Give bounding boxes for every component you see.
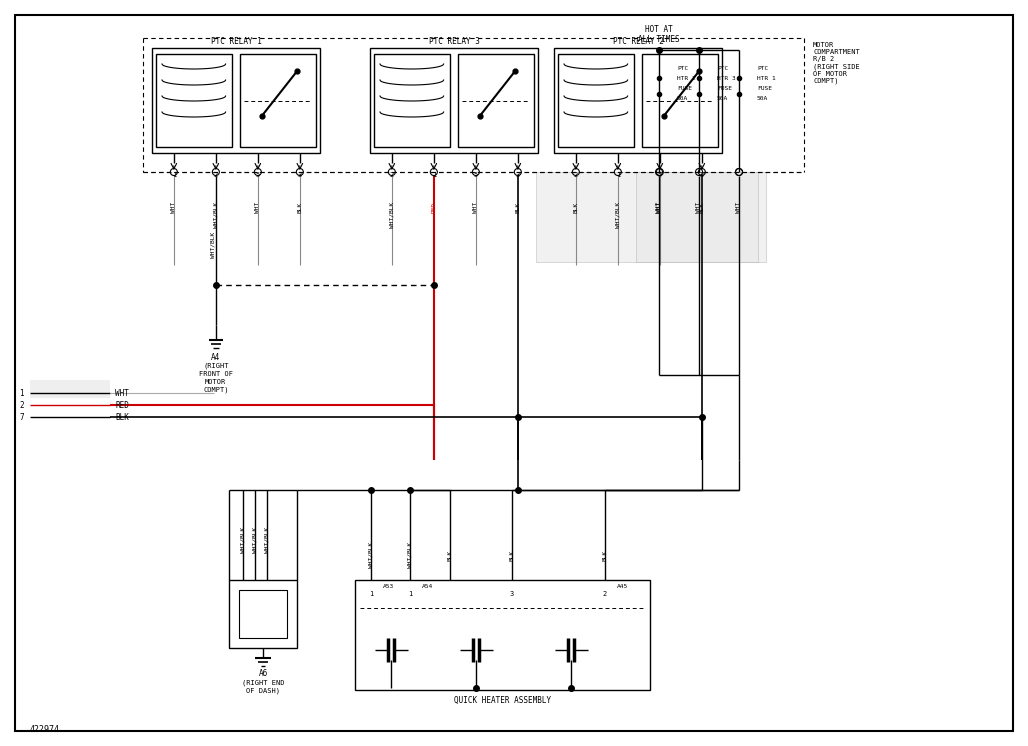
- Text: 1: 1: [369, 591, 373, 597]
- Text: 5: 5: [256, 172, 260, 178]
- Text: (RIGHT: (RIGHT: [204, 363, 228, 369]
- Text: 3: 3: [700, 172, 704, 178]
- Text: 5: 5: [658, 172, 662, 178]
- Text: A54: A54: [423, 583, 433, 589]
- Bar: [558, 54, 633, 147]
- Text: WHT: WHT: [172, 202, 177, 213]
- Text: 3: 3: [516, 172, 520, 178]
- Text: BLK: BLK: [699, 202, 704, 213]
- Text: RED: RED: [432, 202, 436, 213]
- Text: 2: 2: [20, 401, 24, 410]
- Text: 422974: 422974: [30, 726, 60, 735]
- Text: MOTOR
COMPARTMENT
R/B 2
(RIGHT SIDE
OF MOTOR
COMPT): MOTOR COMPARTMENT R/B 2 (RIGHT SIDE OF M…: [813, 42, 859, 84]
- Text: HTR 3: HTR 3: [717, 75, 736, 81]
- Bar: [241, 54, 316, 147]
- Text: FRONT OF: FRONT OF: [198, 371, 232, 377]
- Text: PTC: PTC: [757, 66, 768, 71]
- Text: PTC: PTC: [677, 66, 689, 71]
- Text: 2: 2: [214, 172, 218, 178]
- Text: 1: 1: [616, 172, 620, 178]
- Text: BLK: BLK: [447, 549, 452, 561]
- Text: WHT: WHT: [657, 202, 662, 213]
- Text: WHT: WHT: [736, 202, 741, 213]
- Text: 3: 3: [510, 591, 514, 597]
- Text: 3: 3: [298, 172, 302, 178]
- Bar: [458, 54, 534, 147]
- Text: A45: A45: [617, 583, 628, 589]
- Text: A4: A4: [211, 353, 220, 362]
- Bar: [238, 590, 287, 638]
- Text: WHT: WHT: [473, 202, 478, 213]
- Text: WHT/BLK: WHT/BLK: [390, 202, 395, 228]
- Bar: [370, 48, 538, 153]
- Text: BLK: BLK: [297, 202, 302, 213]
- Text: FUSE: FUSE: [757, 86, 772, 90]
- Bar: [152, 48, 320, 153]
- Text: WHT/BLK: WHT/BLK: [211, 232, 215, 258]
- Text: WHT/BLK: WHT/BLK: [368, 542, 373, 568]
- Text: RED: RED: [115, 401, 128, 410]
- Bar: [536, 172, 766, 262]
- Text: 5: 5: [474, 172, 478, 178]
- Text: A6: A6: [258, 669, 267, 679]
- Text: WHT/BLK: WHT/BLK: [616, 202, 620, 228]
- Text: WHT/BLK: WHT/BLK: [241, 527, 246, 553]
- Text: 2: 2: [390, 172, 394, 178]
- Text: WHT/BLK: WHT/BLK: [407, 542, 412, 568]
- Text: WHT: WHT: [115, 389, 128, 398]
- Text: 7: 7: [20, 413, 24, 421]
- Text: WHT/BLK: WHT/BLK: [264, 527, 269, 553]
- Text: 2: 2: [602, 591, 608, 597]
- Text: COMPT): COMPT): [204, 386, 228, 393]
- Text: HTR 1: HTR 1: [757, 75, 776, 81]
- Bar: [636, 172, 758, 262]
- Text: ALL TIMES: ALL TIMES: [638, 34, 680, 43]
- Text: 1: 1: [408, 591, 412, 597]
- Bar: [554, 48, 722, 153]
- Text: BLK: BLK: [515, 202, 520, 213]
- Text: (RIGHT END: (RIGHT END: [242, 680, 285, 686]
- Text: FUSE: FUSE: [677, 86, 692, 90]
- Text: MOTOR: MOTOR: [206, 379, 226, 385]
- Text: WHT: WHT: [255, 202, 260, 213]
- Text: WHT: WHT: [697, 202, 701, 213]
- Text: WHT/BLK: WHT/BLK: [253, 527, 257, 553]
- Text: FUSE: FUSE: [717, 86, 732, 90]
- Text: WHT: WHT: [657, 202, 661, 213]
- Text: PTC RELAY 2: PTC RELAY 2: [613, 37, 663, 46]
- Text: BLK: BLK: [510, 549, 514, 561]
- Text: PTC RELAY 1: PTC RELAY 1: [211, 37, 261, 46]
- Text: 1: 1: [20, 389, 24, 398]
- Text: HTR 2: HTR 2: [677, 75, 696, 81]
- Text: BLK: BLK: [574, 202, 579, 213]
- Text: 50A: 50A: [717, 95, 728, 101]
- Text: OF DASH): OF DASH): [246, 688, 280, 695]
- Text: PTC RELAY 3: PTC RELAY 3: [429, 37, 479, 46]
- Text: PTC: PTC: [717, 66, 728, 71]
- Text: HOT AT: HOT AT: [646, 25, 673, 34]
- Bar: [30, 380, 110, 398]
- Text: BLK: BLK: [602, 549, 608, 561]
- Text: 1: 1: [172, 172, 176, 178]
- Bar: [642, 54, 718, 147]
- Bar: [374, 54, 449, 147]
- Text: A53: A53: [383, 583, 395, 589]
- Text: 2: 2: [574, 172, 578, 178]
- Text: WHT/BLK: WHT/BLK: [214, 202, 218, 228]
- Bar: [156, 54, 231, 147]
- Text: QUICK HEATER ASSEMBLY: QUICK HEATER ASSEMBLY: [454, 695, 551, 704]
- Text: 50A: 50A: [677, 95, 689, 101]
- Text: 50A: 50A: [757, 95, 768, 101]
- Text: BLK: BLK: [115, 413, 128, 421]
- Text: 1: 1: [432, 172, 436, 178]
- Bar: [355, 580, 650, 690]
- Bar: [229, 580, 297, 648]
